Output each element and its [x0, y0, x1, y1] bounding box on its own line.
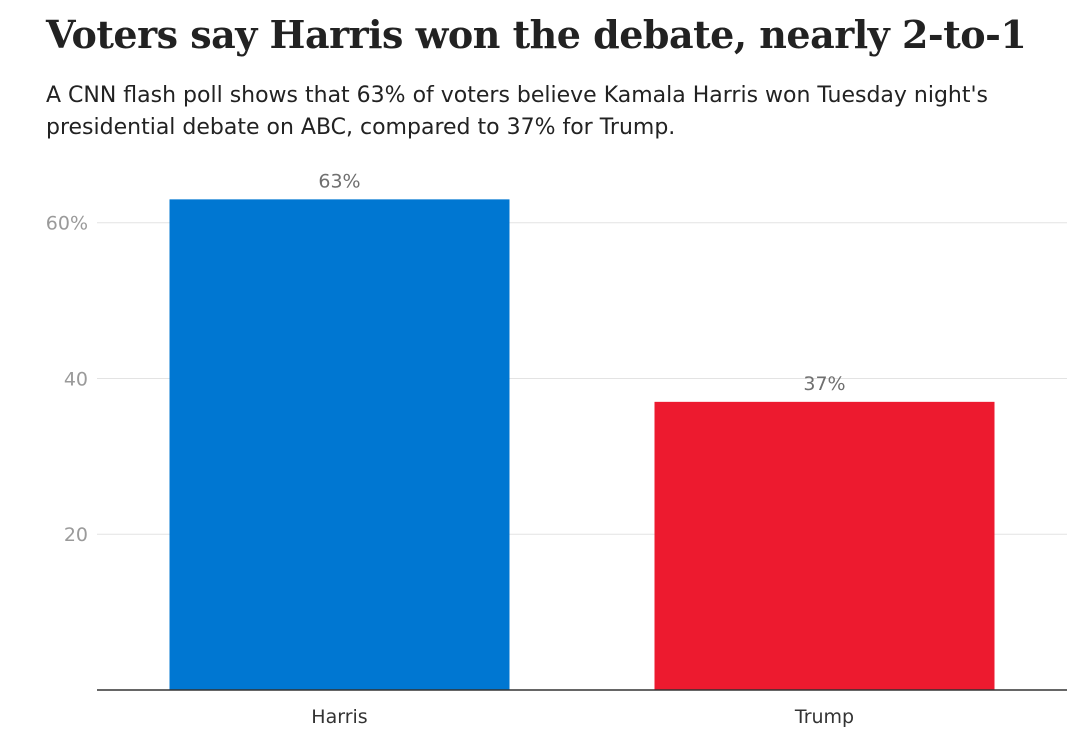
- bar-harris: [169, 199, 510, 690]
- chart-title: Voters say Harris won the debate, nearly…: [46, 12, 1027, 57]
- data-label: 37%: [803, 373, 845, 395]
- y-tick-label: 60%: [46, 213, 88, 235]
- x-tick-label: Harris: [311, 706, 367, 728]
- bar-trump: [654, 401, 995, 690]
- y-tick-label: 20: [64, 524, 88, 546]
- data-label: 63%: [318, 170, 360, 192]
- chart-subtitle: A CNN flash poll shows that 63% of voter…: [46, 83, 989, 140]
- x-tick-label: Trump: [794, 706, 854, 728]
- y-tick-label: 40: [64, 368, 88, 390]
